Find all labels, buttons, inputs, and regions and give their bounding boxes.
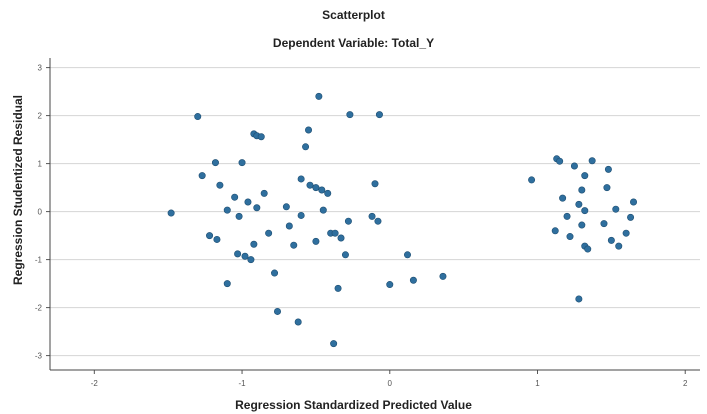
scatter-point	[206, 232, 214, 240]
scatter-point	[273, 307, 281, 315]
scatter-point	[559, 194, 567, 202]
y-tick-label: 2	[38, 112, 43, 121]
scatter-point	[566, 233, 574, 241]
scatter-point	[588, 157, 596, 165]
y-tick-label: 0	[38, 208, 43, 217]
y-tick-label: -3	[35, 352, 43, 361]
scatter-point	[575, 295, 583, 303]
scatter-point	[334, 284, 342, 292]
scatter-point	[319, 206, 327, 214]
gridlines	[50, 67, 700, 357]
scatter-point	[368, 212, 376, 220]
tick-labels: -3 -2 -1 0 1 2 3 -2 -1 0 1 2	[35, 64, 688, 388]
scatter-point	[223, 206, 231, 214]
scatter-point	[344, 217, 352, 225]
scatter-point	[265, 229, 273, 237]
scatter-point	[403, 251, 411, 259]
scatter-point	[570, 162, 578, 170]
scatter-point	[244, 198, 252, 206]
scatter-point	[238, 159, 246, 167]
scatter-point	[615, 242, 623, 250]
y-tick-label: 3	[38, 64, 43, 73]
scatter-point	[213, 235, 221, 243]
scatter-point	[305, 126, 313, 134]
scatter-point	[294, 318, 302, 326]
scatter-point	[581, 172, 589, 180]
scatter-point	[563, 212, 571, 220]
scatter-point	[630, 198, 638, 206]
scatter-point	[318, 186, 326, 194]
scatter-point	[375, 111, 383, 119]
scatter-point	[297, 175, 305, 183]
scatter-point	[297, 211, 305, 219]
scatter-point	[285, 222, 293, 230]
scatter-point	[607, 236, 615, 244]
scatter-point	[337, 234, 345, 242]
scatter-point	[346, 111, 354, 119]
scatter-point	[556, 157, 564, 165]
scatter-point	[290, 241, 298, 249]
scatter-point	[409, 276, 417, 284]
scatter-point	[600, 220, 608, 228]
x-tick-label: -2	[91, 379, 99, 388]
y-tick-label: -1	[35, 256, 43, 265]
scatter-point	[584, 245, 592, 253]
scatter-point	[250, 240, 258, 248]
scatter-point	[235, 212, 243, 220]
scatter-point	[374, 217, 382, 225]
scatter-point	[223, 280, 231, 288]
scatter-point	[612, 205, 620, 213]
scatter-point	[231, 193, 239, 201]
scatter-point	[241, 252, 249, 260]
x-tick-label: 1	[535, 379, 540, 388]
y-tick-label: 1	[38, 160, 43, 169]
scatter-point	[622, 229, 630, 237]
scatter-point	[260, 189, 268, 197]
scatter-point	[386, 281, 394, 289]
scatter-point	[341, 251, 349, 259]
scatter-point	[271, 269, 279, 277]
x-tick-label: 0	[388, 379, 393, 388]
scatter-point	[216, 181, 224, 189]
chart-title: Scatterplot	[322, 8, 385, 22]
scatter-point	[247, 256, 255, 264]
scatter-point	[234, 250, 242, 258]
scatter-point	[167, 209, 175, 217]
x-tick-label: -1	[238, 379, 246, 388]
scatter-point	[551, 227, 559, 235]
x-tick-label: 2	[683, 379, 688, 388]
scatter-point	[330, 340, 338, 348]
data-points	[167, 92, 638, 348]
scatter-point	[331, 229, 339, 237]
scatter-point	[578, 186, 586, 194]
scatter-point	[578, 221, 586, 229]
chart-subtitle: Dependent Variable: Total_Y	[272, 36, 435, 50]
scatter-point	[194, 113, 202, 121]
scatter-point	[282, 203, 290, 211]
scatter-point	[604, 165, 612, 173]
scatter-point	[306, 181, 314, 189]
scatter-point	[312, 184, 320, 192]
scatter-point	[253, 204, 261, 212]
scatter-point	[627, 213, 635, 221]
scatter-point	[198, 172, 206, 180]
scatter-point	[528, 176, 536, 184]
scatter-point	[575, 200, 583, 208]
scatter-point	[324, 189, 332, 197]
y-axis-label: Regression Studentized Residual	[11, 94, 25, 286]
x-axis-label: Regression Standardized Predicted Value	[235, 398, 472, 412]
scatter-point	[312, 237, 320, 245]
scatter-point	[315, 92, 323, 100]
axes	[46, 58, 700, 374]
scatter-point	[439, 272, 447, 280]
scatter-point	[211, 159, 219, 167]
scatter-point	[581, 207, 589, 215]
scatter-point	[603, 184, 611, 192]
scatter-point	[371, 180, 379, 188]
scatter-point	[257, 133, 265, 141]
scatter-point	[302, 143, 310, 151]
y-tick-label: -2	[35, 304, 43, 313]
